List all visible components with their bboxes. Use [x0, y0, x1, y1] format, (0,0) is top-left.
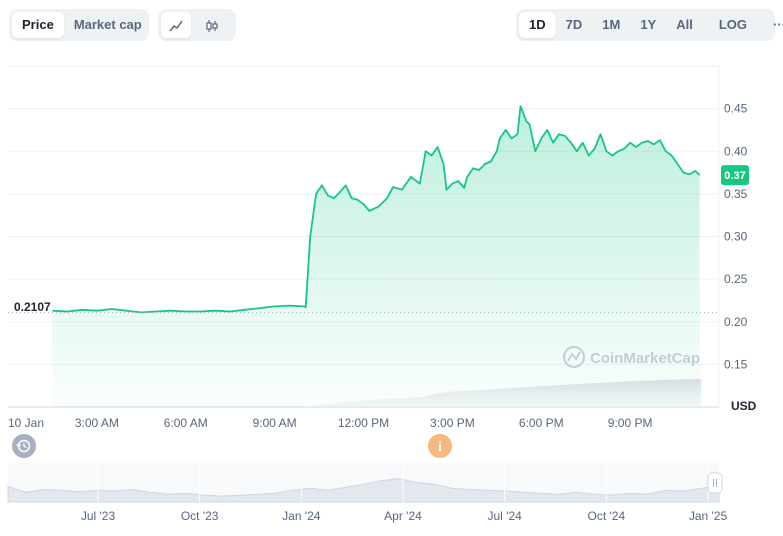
y-tick-label: 0.35	[724, 187, 748, 201]
y-tick-label: 0.40	[724, 144, 748, 158]
market-cap-tab[interactable]: Market cap	[73, 17, 142, 32]
range-1m[interactable]: 1M	[602, 17, 621, 32]
coinmarketcap-logo-icon	[563, 346, 585, 368]
current-price-text: 0.37	[724, 170, 745, 182]
y-tick-label: 0.25	[724, 272, 748, 286]
candlestick-icon	[206, 19, 218, 32]
chart-type-toggle	[158, 9, 236, 41]
x-tick-label: 6:00 PM	[519, 416, 564, 430]
y-tick-label: 0.45	[724, 102, 748, 116]
navigator-tick-label: Jul '23	[81, 509, 116, 523]
range-7d[interactable]: 7D	[565, 17, 583, 32]
range-navigator[interactable]	[7, 463, 720, 503]
price-area	[52, 105, 701, 407]
range-selector: 1D 7D 1M 1Y All LOG ···	[516, 9, 783, 41]
navigator-x-axis: Jul '23 Oct '23 Jan '24 Apr '24 Jul '24 Oct '…	[81, 509, 728, 523]
navigator-tick-label: Oct '24	[588, 509, 626, 523]
open-price-label: 0.2107	[14, 300, 51, 314]
navigator-tick-label: Jan '25	[689, 509, 728, 523]
y-axis-unit: USD	[731, 399, 757, 413]
candlestick-button[interactable]	[197, 12, 227, 38]
x-axis: 10 Jan 3:00 AM 6:00 AM 9:00 AM 12:00 PM 3:00 …	[8, 416, 652, 430]
x-tick-label: 9:00 AM	[253, 416, 297, 430]
watermark: CoinMarketCap	[563, 346, 700, 368]
y-axis: 0.45 0.40 0.35 0.30 0.25 0.20 0.15	[724, 102, 748, 372]
x-tick-label: 9:00 PM	[608, 416, 653, 430]
history-icon	[16, 439, 31, 453]
price-line	[52, 105, 701, 314]
range-all[interactable]: All	[676, 17, 693, 32]
navigator-tick-label: Apr '24	[384, 509, 422, 523]
y-tick-label: 0.30	[724, 230, 748, 244]
history-button[interactable]	[12, 434, 36, 458]
line-chart-icon	[169, 20, 183, 32]
x-tick-label: 12:00 PM	[338, 416, 389, 430]
more-options-button[interactable]: ···	[773, 17, 783, 32]
range-1y[interactable]: 1Y	[640, 17, 657, 32]
navigator-tick-label: Oct '23	[181, 509, 219, 523]
navigator-series	[7, 478, 720, 503]
price-tab[interactable]: Price	[12, 12, 64, 38]
current-price-badge: 0.37	[721, 165, 749, 186]
event-info-button[interactable]: i	[428, 434, 452, 458]
x-tick-label: 3:00 AM	[75, 416, 119, 430]
navigator-tick-label: Jul '24	[488, 509, 523, 523]
range-1d[interactable]: 1D	[519, 12, 556, 38]
log-scale-button[interactable]: LOG	[718, 17, 748, 32]
line-chart-button[interactable]	[161, 12, 191, 38]
navigator-tick-label: Jan '24	[282, 509, 321, 523]
y-tick-label: 0.15	[724, 357, 748, 371]
info-icon: i	[438, 439, 442, 454]
x-tick-label: 3:00 PM	[430, 416, 475, 430]
y-tick-label: 0.20	[724, 315, 748, 329]
watermark-text: CoinMarketCap	[590, 350, 700, 367]
price-fill	[52, 106, 700, 407]
price-marketcap-toggle: Price Market cap	[9, 9, 149, 41]
x-tick-label: 6:00 AM	[164, 416, 208, 430]
navigator-handle[interactable]	[707, 472, 723, 494]
x-tick-label: 10 Jan	[8, 416, 44, 430]
